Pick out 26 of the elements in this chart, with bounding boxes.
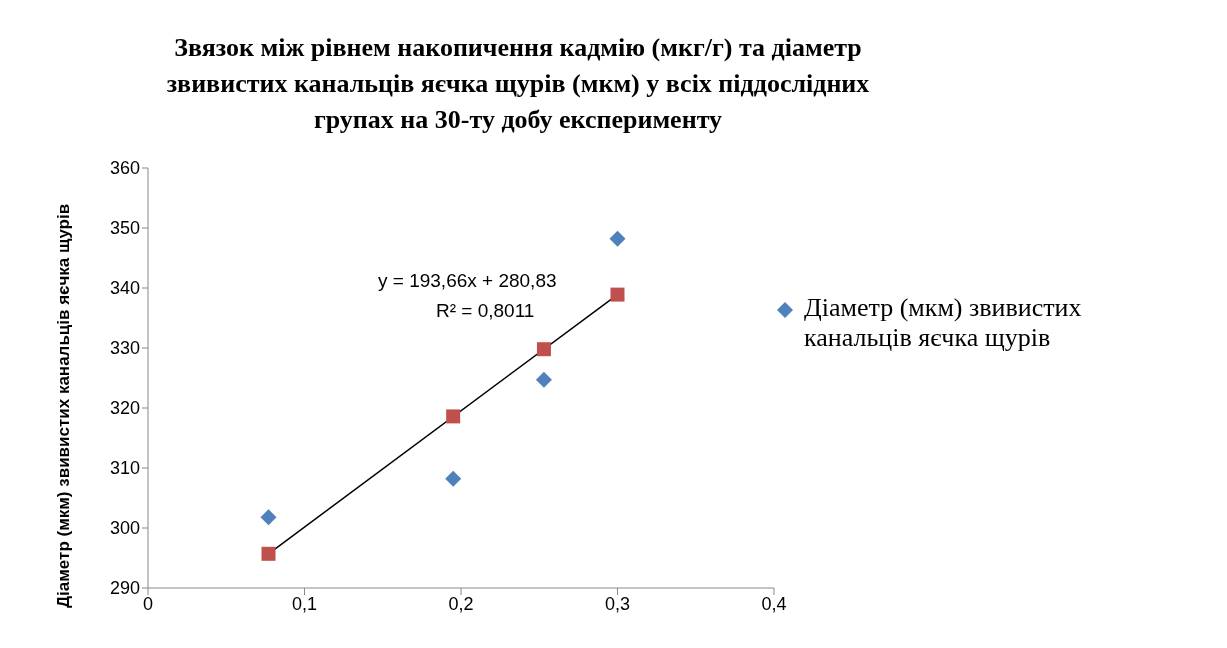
y-axis-title: Діаметр (мкм) звивистих канальців яєчка щурів bbox=[54, 203, 74, 608]
y-tick-label: 330 bbox=[109, 338, 140, 359]
x-tick-label: 0,1 bbox=[291, 593, 318, 614]
point bbox=[260, 509, 277, 526]
y-tick-label: 340 bbox=[109, 278, 140, 299]
annotation: y = 193,66x + 280,83 bbox=[378, 270, 558, 292]
y-tick-label: 350 bbox=[109, 218, 140, 239]
x-tick-label: 0,4 bbox=[761, 593, 787, 614]
point bbox=[609, 230, 626, 247]
annotation: R² = 0,8011 bbox=[436, 300, 536, 322]
chart-title: Звязок між рівнем накопичення кадмію (мкг/г) та діаметр звивистих канальців яєчка щурів (мкм) у всіх піддослідних групах на 30-ту добу експерименту bbox=[165, 32, 871, 136]
y-tick-label: 320 bbox=[109, 398, 140, 419]
x-tick-label: 0 bbox=[142, 593, 154, 614]
x-tick-label: 0,2 bbox=[448, 593, 474, 614]
point bbox=[446, 409, 461, 424]
point bbox=[610, 287, 625, 302]
legend-label: Діаметр (мкм) звивистих канальців яєчка щурів bbox=[804, 293, 1083, 353]
x-tick-label: 0,3 bbox=[604, 593, 631, 614]
point bbox=[261, 546, 276, 561]
y-tick-label: 310 bbox=[109, 458, 140, 479]
y-tick-label: 290 bbox=[109, 578, 140, 599]
point bbox=[535, 371, 552, 388]
y-tick-label: 300 bbox=[109, 518, 140, 539]
y-tick-label: 360 bbox=[109, 158, 140, 179]
point bbox=[445, 470, 462, 487]
point bbox=[536, 342, 551, 357]
